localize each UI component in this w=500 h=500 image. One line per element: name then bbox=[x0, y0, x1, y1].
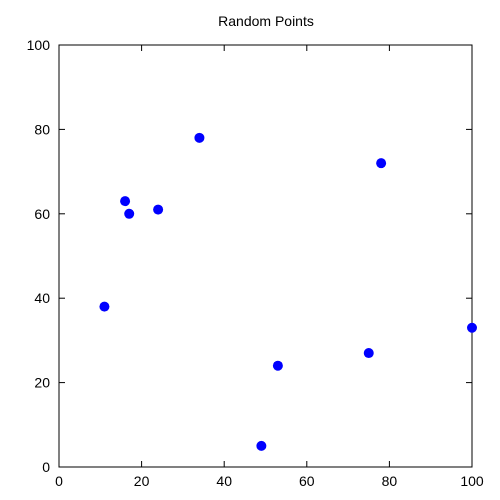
x-tick-label: 100 bbox=[460, 473, 484, 489]
data-points bbox=[99, 132, 477, 451]
y-tick-label: 20 bbox=[34, 375, 50, 391]
y-tick-label: 100 bbox=[27, 37, 51, 53]
data-point bbox=[256, 440, 267, 451]
x-tick-label: 80 bbox=[382, 473, 398, 489]
chart-title: Random Points bbox=[218, 13, 314, 29]
y-tick-label: 0 bbox=[42, 459, 50, 475]
y-tick-label: 40 bbox=[34, 290, 50, 306]
y-tick-label: 80 bbox=[34, 121, 50, 137]
x-tick-label: 60 bbox=[299, 473, 315, 489]
data-point bbox=[99, 301, 110, 312]
data-point bbox=[124, 208, 135, 219]
x-tick-label: 40 bbox=[216, 473, 232, 489]
x-tick-label: 20 bbox=[134, 473, 150, 489]
plot-area-frame bbox=[58, 44, 473, 468]
x-axis: 0 20 40 60 80 100 bbox=[55, 45, 484, 489]
y-axis: 0 20 40 60 80 100 bbox=[27, 37, 472, 475]
data-point bbox=[376, 158, 387, 169]
data-point bbox=[467, 322, 477, 333]
x-tick-label: 0 bbox=[55, 473, 63, 489]
data-point bbox=[363, 348, 374, 359]
data-point bbox=[194, 132, 205, 143]
data-point bbox=[120, 196, 131, 207]
data-point bbox=[153, 204, 164, 215]
y-tick-label: 60 bbox=[34, 206, 50, 222]
data-point bbox=[272, 360, 283, 371]
